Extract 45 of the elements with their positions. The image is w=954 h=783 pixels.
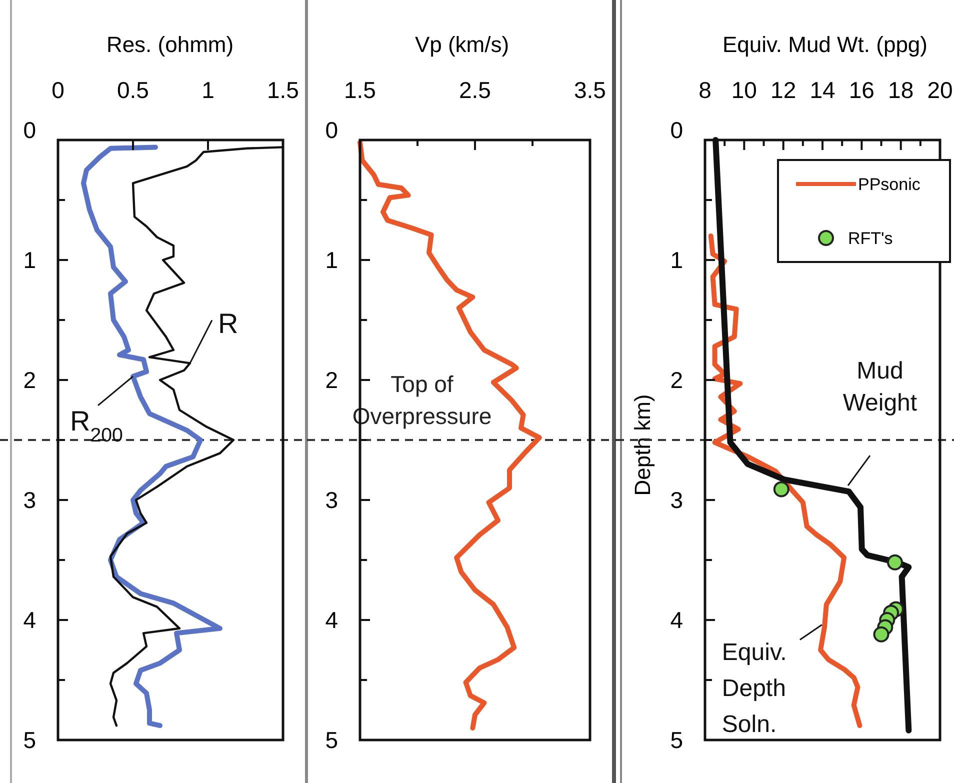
annotation: Equiv. Depth Soln.: [722, 638, 787, 738]
y-tick-label: 0: [325, 117, 338, 144]
y-tick-label: 5: [23, 727, 36, 754]
y-tick-label: 3: [670, 487, 683, 514]
legend-label: RFT's: [848, 228, 893, 248]
x-tick-label: 0: [52, 77, 64, 103]
y-tick-label: 0: [670, 117, 683, 144]
x-tick-label: 8: [698, 77, 712, 103]
point: [773, 481, 790, 498]
y-tick-label: 2: [670, 367, 683, 394]
y-tick-label: 4: [23, 607, 36, 634]
y-tick-label: 0: [23, 117, 36, 144]
y-tick-label: 4: [325, 607, 338, 634]
y-tick-label: 1: [325, 247, 338, 274]
x-axis-title: Res. (ohmm): [106, 32, 234, 57]
y-tick-label: 4: [670, 607, 684, 634]
y-tick-label: 3: [23, 487, 36, 514]
x-tick-label: 10: [731, 77, 757, 103]
y-tick-label: 1: [23, 247, 36, 274]
y-tick-label: 2: [325, 367, 338, 394]
x-tick-label: 1.5: [344, 77, 376, 103]
point: [886, 554, 903, 570]
x-tick-label: 20: [927, 77, 953, 103]
annotation: R$_{200}$: [70, 405, 124, 446]
x-tick-label: 1: [202, 77, 214, 103]
annotation: R: [218, 308, 238, 340]
y-axis-title: Depth km): [630, 394, 655, 496]
x-tick-label: 0.5: [117, 77, 149, 103]
x-tick-label: 1.5: [267, 77, 299, 103]
y-tick-label: 3: [325, 487, 338, 514]
y-tick-label: 5: [325, 727, 338, 754]
y-tick-label: 1: [670, 247, 683, 274]
annotation: Mud Weight: [842, 358, 918, 417]
x-tick-label: 18: [888, 77, 914, 103]
x-tick-label: 12: [770, 77, 796, 103]
y-tick-label: 2: [23, 367, 36, 394]
point: [873, 626, 890, 642]
x-tick-label: 14: [810, 77, 836, 103]
legend-label: PPsonic: [858, 174, 921, 194]
x-axis-title: Equiv. Mud Wt. (ppg): [722, 32, 928, 57]
x-tick-label: 16: [848, 77, 874, 103]
y-tick-label: 5: [670, 727, 683, 754]
x-tick-label: 2.5: [459, 77, 491, 103]
x-axis-title: Vp (km/s): [414, 32, 510, 57]
x-tick-label: 3.5: [574, 77, 606, 103]
